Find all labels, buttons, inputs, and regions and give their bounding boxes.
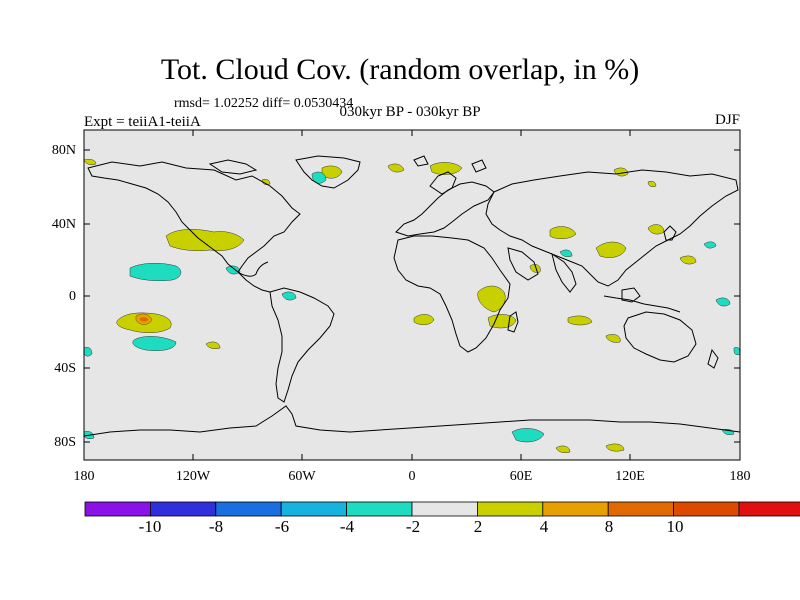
lon-label-180w: 180	[73, 469, 95, 484]
anomaly-arabian-sea	[559, 249, 573, 258]
anomaly-southeast-pacific	[132, 336, 177, 351]
coast-gulf-mexico	[237, 261, 269, 277]
coast-central-america	[237, 271, 271, 293]
lon-label-180e: 180	[729, 469, 751, 484]
colorbar-cell	[84, 501, 151, 517]
anomaly-canada-arctic	[261, 178, 271, 186]
experiment-label: Expt = teiiA1-teiiA	[84, 114, 201, 130]
lon-label-120e: 120E	[615, 469, 645, 484]
colorbar-cell	[149, 501, 217, 517]
anomaly-pacific-w-south	[733, 347, 741, 356]
stats-text: rmsd= 1.02252 diff= 0.0530434	[174, 96, 354, 111]
colorbar-cell	[411, 501, 478, 517]
coast-novaya	[471, 159, 487, 173]
colorbar-label-8: 8	[604, 517, 614, 536]
coast-south-america	[269, 287, 335, 403]
coast-borneo	[621, 287, 641, 303]
map-background	[84, 130, 740, 460]
coast-asia	[485, 169, 739, 287]
coast-north-america	[87, 161, 301, 273]
lat-label-40s: 40S	[54, 361, 76, 376]
coast-greenland	[295, 155, 361, 189]
lat-label-eq: 0	[69, 289, 76, 304]
anomaly-south-indian	[555, 445, 571, 454]
coast-svalbard	[413, 155, 429, 167]
colorbar-label-4: 4	[539, 517, 549, 536]
colorbar-label-m2: -2	[405, 517, 421, 536]
anomaly-indian-south	[567, 315, 593, 326]
anomaly-regions	[83, 158, 741, 454]
colorbar-label-m10: -10	[138, 517, 162, 536]
colorbar-cell	[738, 501, 800, 517]
colorbar-cell	[607, 501, 675, 517]
colorbar-cell	[476, 501, 544, 517]
map-title: Tot. Cloud Cov. (random overlap, in %)	[160, 53, 640, 86]
anomaly-central-pacific	[129, 263, 182, 282]
anomaly-west-pacific-n	[679, 255, 697, 265]
coast-arabia	[507, 247, 539, 281]
coast-australia	[623, 311, 697, 363]
coastlines	[83, 155, 741, 437]
coast-japan	[663, 225, 677, 241]
colorbar-label-m4: -4	[339, 517, 355, 536]
period-label: 030kyr BP - 030kyr BP	[339, 104, 481, 120]
anomaly-pacific-n	[703, 241, 717, 249]
colorbar-cell	[542, 501, 609, 517]
anomaly-antarctic-e	[605, 443, 625, 452]
coast-madagascar	[507, 311, 519, 333]
anomaly-pacific-nw	[83, 158, 97, 166]
coast-europe	[395, 181, 495, 237]
anomaly-asia-east	[595, 241, 627, 258]
coast-scandinavia	[429, 171, 457, 195]
lat-label-80s: 80S	[54, 435, 76, 450]
colorbar	[84, 501, 800, 517]
colorbar-cell	[280, 501, 348, 517]
anomaly-caribbean	[225, 265, 241, 275]
anomaly-antarctic-ocean	[511, 428, 545, 443]
coast-indonesia	[603, 295, 681, 313]
anomaly-core-red	[140, 317, 148, 322]
lat-label-80n: 80N	[51, 143, 76, 158]
colorbar-label-m6: -6	[274, 517, 290, 536]
colorbar-cell	[673, 501, 740, 517]
anomaly-west-pacific-s	[715, 297, 731, 307]
anomaly-asia-central	[549, 226, 577, 239]
coast-africa	[393, 235, 511, 353]
anomaly-russia	[647, 180, 657, 188]
coast-india	[551, 252, 577, 293]
anomaly-atlantic-trop	[281, 291, 297, 301]
colorbar-label-m8: -8	[208, 517, 224, 536]
tick-marks	[84, 130, 740, 460]
anomaly-south-atlantic	[413, 314, 435, 325]
lon-label-60w: 60W	[288, 469, 316, 484]
lon-label-120w: 120W	[175, 469, 211, 484]
colorbar-cell	[346, 501, 413, 517]
anomaly-australia-s	[605, 334, 621, 343]
anomaly-chile	[205, 341, 221, 350]
coast-new-zealand	[707, 348, 719, 369]
anomaly-siberia	[429, 162, 463, 175]
colorbar-label-10: 10	[666, 517, 684, 536]
anomaly-north-pacific	[165, 229, 245, 252]
lon-label-60e: 60E	[509, 469, 533, 484]
anomaly-arctic-east	[387, 163, 405, 173]
coast-antarctica	[83, 405, 741, 437]
season-label: DJF	[714, 112, 740, 128]
coast-arctic-canada	[208, 159, 258, 175]
lon-label-0: 0	[408, 469, 416, 484]
lat-label-40n: 40N	[51, 217, 76, 232]
colorbar-cell	[215, 501, 282, 517]
colorbar-label-2: 2	[473, 517, 483, 536]
